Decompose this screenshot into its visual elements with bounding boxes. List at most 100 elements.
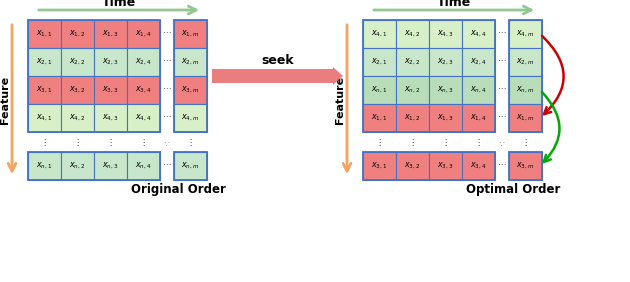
Bar [174,152,207,180]
Text: $\mathit{x_{1,3}}$: $\mathit{x_{1,3}}$ [437,113,454,123]
Text: ···: ··· [163,85,171,94]
Bar [429,104,462,132]
Text: $\mathit{x_{2,4}}$: $\mathit{x_{2,4}}$ [135,57,152,67]
Bar [396,76,429,104]
Bar [174,48,207,76]
Bar [363,76,396,104]
Bar [28,48,61,76]
Bar [509,20,542,48]
Text: ⋮: ⋮ [408,138,416,147]
Text: $\mathit{x_{4,m}}$: $\mathit{x_{4,m}}$ [181,113,200,123]
Bar [462,48,495,76]
Bar [94,20,127,48]
Text: $\mathit{x_{n,4}}$: $\mathit{x_{n,4}}$ [135,161,152,171]
Bar [28,20,160,132]
Text: ⋮: ⋮ [106,138,115,147]
Bar [509,104,542,132]
Text: ···: ··· [498,58,507,67]
Text: $\mathit{x_{3,3}}$: $\mathit{x_{3,3}}$ [437,161,454,171]
Bar [429,152,462,180]
Bar [509,48,542,76]
Text: $\mathit{x_{n,4}}$: $\mathit{x_{n,4}}$ [470,85,487,95]
Bar [363,20,396,48]
Text: ···: ··· [498,85,507,94]
Text: ···: ··· [163,162,171,171]
Bar [462,152,495,180]
Text: $\mathit{x_{4,4}}$: $\mathit{x_{4,4}}$ [135,113,152,123]
Bar [363,20,495,132]
Bar [127,20,160,48]
Text: Feature: Feature [335,76,345,124]
Text: $\mathit{x_{3,4}}$: $\mathit{x_{3,4}}$ [135,85,152,95]
Text: $\mathit{x_{1,2}}$: $\mathit{x_{1,2}}$ [69,29,86,39]
Text: ···: ··· [498,113,507,122]
Bar [94,76,127,104]
Text: $\mathit{x_{2,3}}$: $\mathit{x_{2,3}}$ [102,57,119,67]
Text: $\mathit{x_{4,2}}$: $\mathit{x_{4,2}}$ [69,113,86,123]
Text: $\mathit{x_{n,3}}$: $\mathit{x_{n,3}}$ [437,85,454,95]
Text: ···: ··· [163,30,171,39]
Bar [396,20,429,48]
Text: $\mathit{x_{4,m}}$: $\mathit{x_{4,m}}$ [516,29,535,39]
Text: ⋮: ⋮ [521,138,530,147]
Bar [174,152,207,180]
Bar [174,76,207,104]
Text: ⋮: ⋮ [375,138,384,147]
Text: $\mathit{x_{1,m}}$: $\mathit{x_{1,m}}$ [181,29,200,39]
Text: $\mathit{x_{4,3}}$: $\mathit{x_{4,3}}$ [102,113,119,123]
Text: $\mathit{x_{1,4}}$: $\mathit{x_{1,4}}$ [135,29,152,39]
Bar [429,20,462,48]
Text: ···: ··· [163,113,171,122]
Text: $\mathit{x_{1,1}}$: $\mathit{x_{1,1}}$ [37,29,53,39]
Bar [61,48,94,76]
Text: $\mathit{x_{2,m}}$: $\mathit{x_{2,m}}$ [181,57,200,67]
Text: Optimal Order: Optimal Order [466,184,561,197]
Text: ⋮: ⋮ [474,138,483,147]
Bar [127,76,160,104]
Text: Time: Time [437,0,471,10]
Bar [396,48,429,76]
Text: $\mathit{x_{1,4}}$: $\mathit{x_{1,4}}$ [470,113,487,123]
Text: $\mathit{x_{3,1}}$: $\mathit{x_{3,1}}$ [371,161,387,171]
Text: ···: ··· [498,162,507,171]
Text: $\mathit{x_{3,3}}$: $\mathit{x_{3,3}}$ [102,85,119,95]
Text: $\mathit{x_{4,2}}$: $\mathit{x_{4,2}}$ [404,29,421,39]
Text: ⋮: ⋮ [139,138,147,147]
Text: ···: ··· [163,58,171,67]
Text: ⋮: ⋮ [40,138,49,147]
Bar [509,76,542,104]
Text: $\mathit{x_{2,1}}$: $\mathit{x_{2,1}}$ [37,57,53,67]
Bar [28,76,61,104]
Bar [61,76,94,104]
Text: ·.·: ·.· [498,138,505,147]
Bar [429,48,462,76]
Bar [174,20,207,48]
Bar [28,20,61,48]
Bar [363,152,396,180]
Text: $\mathit{x_{3,m}}$: $\mathit{x_{3,m}}$ [181,85,200,95]
Text: Feature: Feature [0,76,10,124]
Bar [127,104,160,132]
Bar [509,152,542,180]
Bar [509,152,542,180]
Text: $\mathit{x_{3,4}}$: $\mathit{x_{3,4}}$ [470,161,487,171]
Text: $\mathit{x_{4,1}}$: $\mathit{x_{4,1}}$ [37,113,53,123]
Text: $\mathit{x_{1,2}}$: $\mathit{x_{1,2}}$ [404,113,421,123]
Text: $\mathit{x_{2,2}}$: $\mathit{x_{2,2}}$ [404,57,421,67]
Bar [61,20,94,48]
Text: $\mathit{x_{4,3}}$: $\mathit{x_{4,3}}$ [437,29,454,39]
Bar [363,152,495,180]
Bar [61,152,94,180]
Text: $\mathit{x_{2,4}}$: $\mathit{x_{2,4}}$ [470,57,487,67]
Text: $\mathit{x_{n,m}}$: $\mathit{x_{n,m}}$ [181,161,200,171]
Bar [363,48,396,76]
Text: $\mathit{x_{3,2}}$: $\mathit{x_{3,2}}$ [69,85,86,95]
Text: ···: ··· [498,30,507,39]
Text: $\mathit{x_{4,1}}$: $\mathit{x_{4,1}}$ [371,29,387,39]
Bar [61,104,94,132]
Bar [94,152,127,180]
Text: ·.·: ·.· [163,138,171,147]
Text: $\mathit{x_{2,m}}$: $\mathit{x_{2,m}}$ [516,57,535,67]
Bar [429,76,462,104]
Text: $\mathit{x_{3,m}}$: $\mathit{x_{3,m}}$ [516,161,535,171]
